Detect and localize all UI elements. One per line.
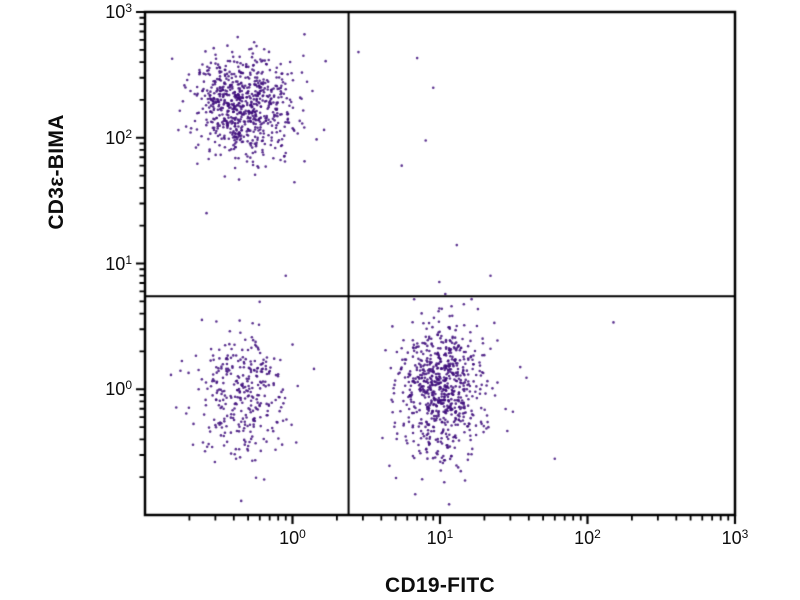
y-axis-label: CD3ε-BIMA — [45, 114, 68, 230]
x-axis-label: CD19-FITC — [384, 574, 496, 597]
y-tick-label-10e1: 101 — [105, 252, 132, 274]
y-tick-label-10e3: 103 — [105, 1, 132, 22]
y-tick-label-10e0: 100 — [105, 378, 132, 400]
x-tick-label-10e2: 102 — [574, 527, 601, 548]
x-tick-label-10e0: 100 — [279, 527, 306, 548]
x-tick-label-10e1: 101 — [426, 527, 454, 548]
x-tick-label-10e3: 103 — [721, 527, 749, 548]
y-tick-label-10e2: 102 — [105, 126, 132, 148]
